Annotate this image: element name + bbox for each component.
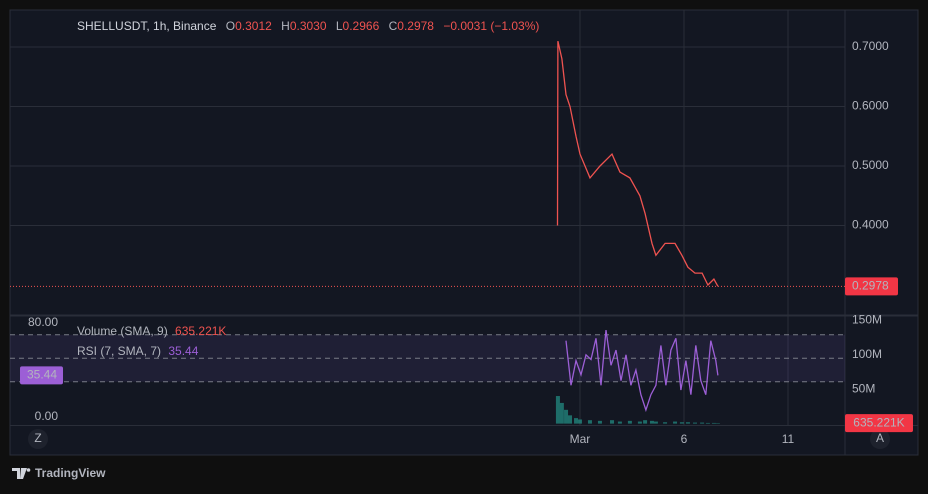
legend: SHELLUSDT, 1h, Binance O0.3012 H0.3030 L… <box>77 19 539 33</box>
volume-value: 635.221K <box>175 324 226 338</box>
footer-brand: TradingView <box>35 466 106 480</box>
ohlc-value: 0.2966 <box>343 19 380 33</box>
rsi-name: RSI (7, SMA, 7) <box>77 344 161 358</box>
y-tick-label: 150M <box>852 312 882 326</box>
y-tick-label: 100M <box>852 347 882 361</box>
logo-icon <box>12 468 27 479</box>
button-bg[interactable] <box>28 429 48 449</box>
volume-bar <box>685 422 690 424</box>
volume-bar <box>679 422 684 424</box>
volume-bar <box>711 422 716 424</box>
frame <box>9 9 919 456</box>
volume-bar <box>555 396 560 424</box>
volume-bar <box>627 420 632 424</box>
volume-bar <box>649 420 654 424</box>
volume-bar <box>597 420 602 424</box>
last-price-box <box>845 277 898 296</box>
y-tick-label: 0.7000 <box>852 39 889 53</box>
x-tick-label: 11 <box>782 432 795 446</box>
y-tick-label: 0.00 <box>35 409 59 423</box>
logo <box>12 468 31 479</box>
ohlc-key: L <box>336 19 343 33</box>
volume-box <box>845 414 913 433</box>
volume-name: Volume (SMA, 9) <box>77 324 168 338</box>
logo-dot <box>26 468 31 472</box>
volume-bar <box>715 423 720 424</box>
y-tick-label: 80.00 <box>28 315 58 329</box>
volume-label: 635.221K <box>853 415 904 429</box>
volume-bar <box>617 421 622 424</box>
volume-legend: Volume (SMA, 9) 635.221K <box>77 324 226 338</box>
rsi-box <box>20 366 63 385</box>
volume-bar <box>610 420 615 424</box>
series-line <box>556 40 719 287</box>
volume-bar <box>574 418 579 424</box>
volume-bar <box>693 422 698 424</box>
ohlc-key: H <box>281 19 290 33</box>
volume-bar <box>587 420 592 424</box>
ohlc-value: 0.2978 <box>397 19 434 33</box>
grid <box>10 10 845 425</box>
y-tick-label: 0.4000 <box>852 218 889 232</box>
volume-bar <box>663 422 668 424</box>
volume-bar <box>653 421 658 424</box>
volume-bar <box>700 422 705 424</box>
ohlc-value: 0.3030 <box>290 19 327 33</box>
change: −0.0031 (−1.03%) <box>443 19 539 33</box>
volume-bar <box>567 415 572 424</box>
x-tick-label: Mar <box>570 432 591 446</box>
volume-bar <box>559 402 564 424</box>
x-tick-label: 6 <box>681 432 688 446</box>
ohlc-key: O <box>226 19 235 33</box>
series-line <box>565 330 719 413</box>
y-tick-label: 50M <box>852 381 875 395</box>
volume-bar <box>643 420 648 424</box>
rsi-label: 35.44 <box>27 368 57 382</box>
volume-bar <box>564 409 569 424</box>
volume-bar <box>637 421 642 424</box>
last-price-label: 0.2978 <box>852 278 889 292</box>
symbol: SHELLUSDT, 1h, Binance <box>77 19 217 33</box>
button-bg[interactable] <box>870 429 890 449</box>
ohlc-value: 0.3012 <box>235 19 272 33</box>
rsi-value: 35.44 <box>168 344 198 358</box>
y-tick-label: 0.6000 <box>852 99 889 113</box>
marks <box>10 40 845 424</box>
ohlc-key: C <box>389 19 398 33</box>
auto-button[interactable]: A <box>876 431 884 445</box>
volume-bar <box>705 422 710 424</box>
volume-bar <box>577 419 582 424</box>
y-tick-label: 0.5000 <box>852 158 889 172</box>
zoom-button[interactable]: Z <box>34 431 41 445</box>
rsi-legend: RSI (7, SMA, 7) 35.44 <box>77 344 199 358</box>
volume-bar <box>673 421 678 424</box>
